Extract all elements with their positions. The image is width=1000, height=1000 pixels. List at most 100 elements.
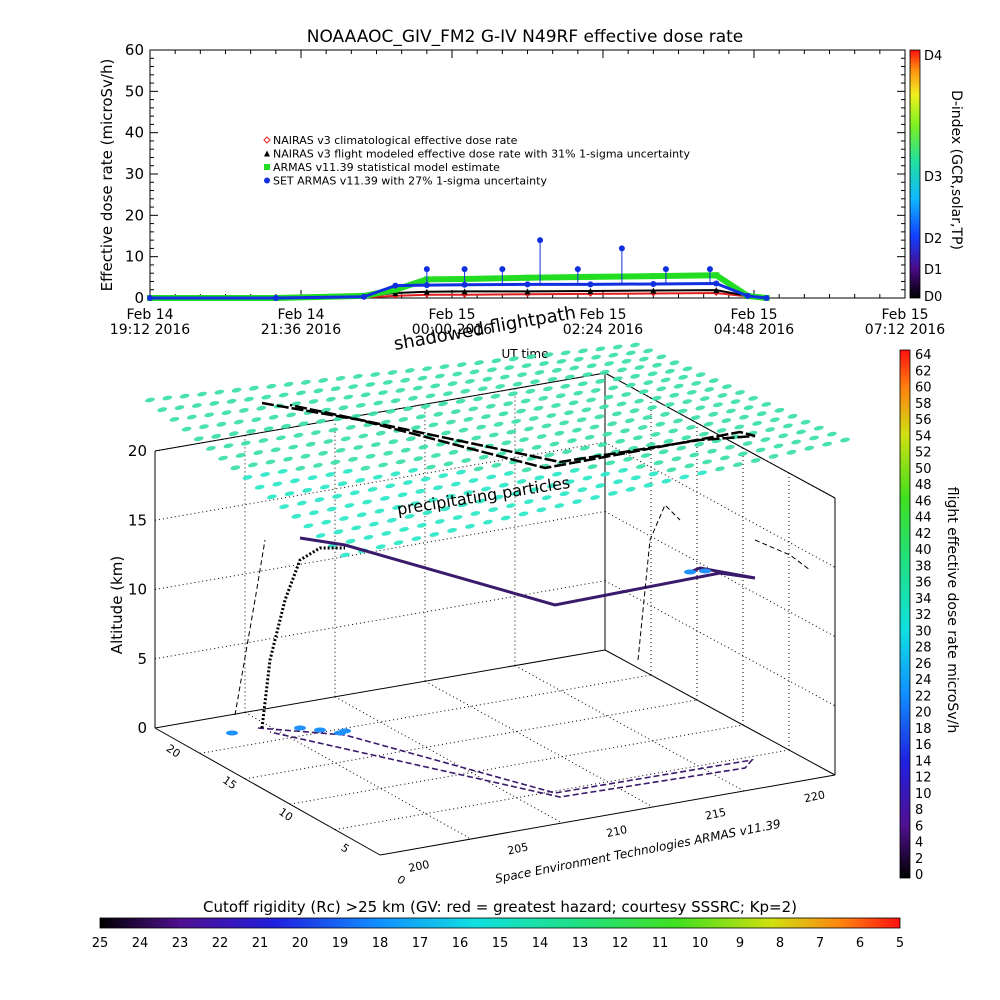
data-point <box>587 281 594 288</box>
track-marker <box>294 725 306 731</box>
plane-marker <box>447 528 458 533</box>
dose-rate-tick-label: 30 <box>915 624 932 639</box>
dose-rate-tick-label: 42 <box>915 527 932 542</box>
plane-marker <box>352 374 363 379</box>
plane-marker <box>554 430 565 436</box>
plane-marker <box>275 435 286 441</box>
plane-marker <box>620 428 630 434</box>
plane-marker <box>652 362 662 368</box>
plane-marker <box>473 466 484 472</box>
plane-marker <box>498 482 509 488</box>
descent-profile <box>234 539 266 716</box>
plane-marker <box>748 396 759 401</box>
track-marker <box>314 727 326 733</box>
plane-marker <box>673 383 684 389</box>
plane-marker <box>468 406 479 412</box>
plane-marker <box>605 460 616 466</box>
dose-rate-tick-label: 50 <box>915 462 932 477</box>
plane-marker <box>486 367 497 373</box>
plane-marker <box>370 372 381 377</box>
plane-marker <box>265 459 276 465</box>
plane-marker <box>445 419 456 425</box>
plane-marker <box>244 396 254 402</box>
dose-rate-tick-label: 38 <box>915 559 932 574</box>
data-point <box>461 288 468 295</box>
dose-rate-tick-label: 22 <box>915 689 932 704</box>
plane-marker <box>769 417 780 423</box>
plane-marker <box>481 414 491 419</box>
plane-marker <box>534 475 545 481</box>
plane-marker <box>695 405 706 411</box>
cutoff-rigidity-colorbar <box>99 917 901 929</box>
plane-marker <box>289 478 300 484</box>
plane-marker <box>826 431 837 437</box>
data-point <box>392 282 399 289</box>
data-point <box>713 287 720 294</box>
plane-marker <box>822 441 833 447</box>
plane-marker <box>665 368 675 374</box>
plane-marker <box>438 401 449 407</box>
plane-marker <box>481 486 491 492</box>
plane-marker <box>369 521 379 527</box>
plane-marker <box>411 536 422 541</box>
plane-marker <box>678 374 689 380</box>
plane-marker <box>231 387 242 393</box>
plane-marker <box>330 386 341 392</box>
y-tick-label: 10 <box>125 248 144 266</box>
cutoff-rigidity-tick-label: 5 <box>896 936 904 951</box>
plane-marker <box>420 476 431 482</box>
plane-marker <box>538 396 549 401</box>
spike-point <box>662 266 669 273</box>
plane-marker <box>325 472 336 477</box>
spike-point <box>499 266 506 273</box>
plane-marker <box>328 427 339 433</box>
dose-rate-tick-label: 34 <box>915 592 932 607</box>
x-tick-label-line1: Feb 15 <box>428 307 475 323</box>
plane-marker <box>392 505 403 510</box>
plane-marker <box>673 418 683 424</box>
plane-marker <box>703 421 714 427</box>
floor-grid <box>514 665 745 792</box>
plane-marker <box>456 469 466 475</box>
plane-marker <box>546 413 557 418</box>
plane-marker <box>595 483 606 489</box>
plane-marker <box>569 468 580 473</box>
cutoff-rigidity-tick-label: 10 <box>692 936 709 951</box>
plane-marker <box>490 393 501 399</box>
plane-marker <box>485 403 496 409</box>
x-tick-label-line2: 21:36 2016 <box>261 322 342 338</box>
plane-marker <box>157 407 168 413</box>
ascent-profile <box>260 546 345 729</box>
plane-marker <box>590 388 601 393</box>
plane-marker <box>536 507 547 513</box>
plane-marker <box>465 523 475 529</box>
plane-marker <box>721 418 732 423</box>
plane-marker <box>521 363 532 368</box>
plane-marker <box>521 467 532 473</box>
plane-marker <box>640 453 651 458</box>
dose-rate-tick-label: 16 <box>915 738 932 753</box>
plane-marker <box>433 485 443 491</box>
plane-marker <box>573 356 584 362</box>
plane-marker <box>559 420 570 426</box>
plane-marker <box>599 369 610 375</box>
plane-marker <box>560 350 571 356</box>
legend-marker <box>264 177 270 184</box>
plane-marker <box>734 424 745 430</box>
floor-grid <box>244 711 472 840</box>
cutoff-rigidity-tick-label: 17 <box>412 936 429 951</box>
plane-marker <box>191 403 202 408</box>
plane-marker <box>686 390 697 395</box>
plane-marker <box>385 408 396 414</box>
dose-rate-tick-label: 48 <box>915 478 932 493</box>
plane-marker <box>586 397 597 403</box>
plane-marker <box>461 458 472 463</box>
plane-marker <box>669 392 680 398</box>
plane-marker <box>305 441 316 447</box>
plane-marker <box>442 391 453 396</box>
x-tick-label-line1: Feb 15 <box>579 307 626 323</box>
plane-marker <box>529 487 540 492</box>
plane-marker <box>345 538 356 544</box>
dose-rate-tick-label: 26 <box>915 657 932 672</box>
